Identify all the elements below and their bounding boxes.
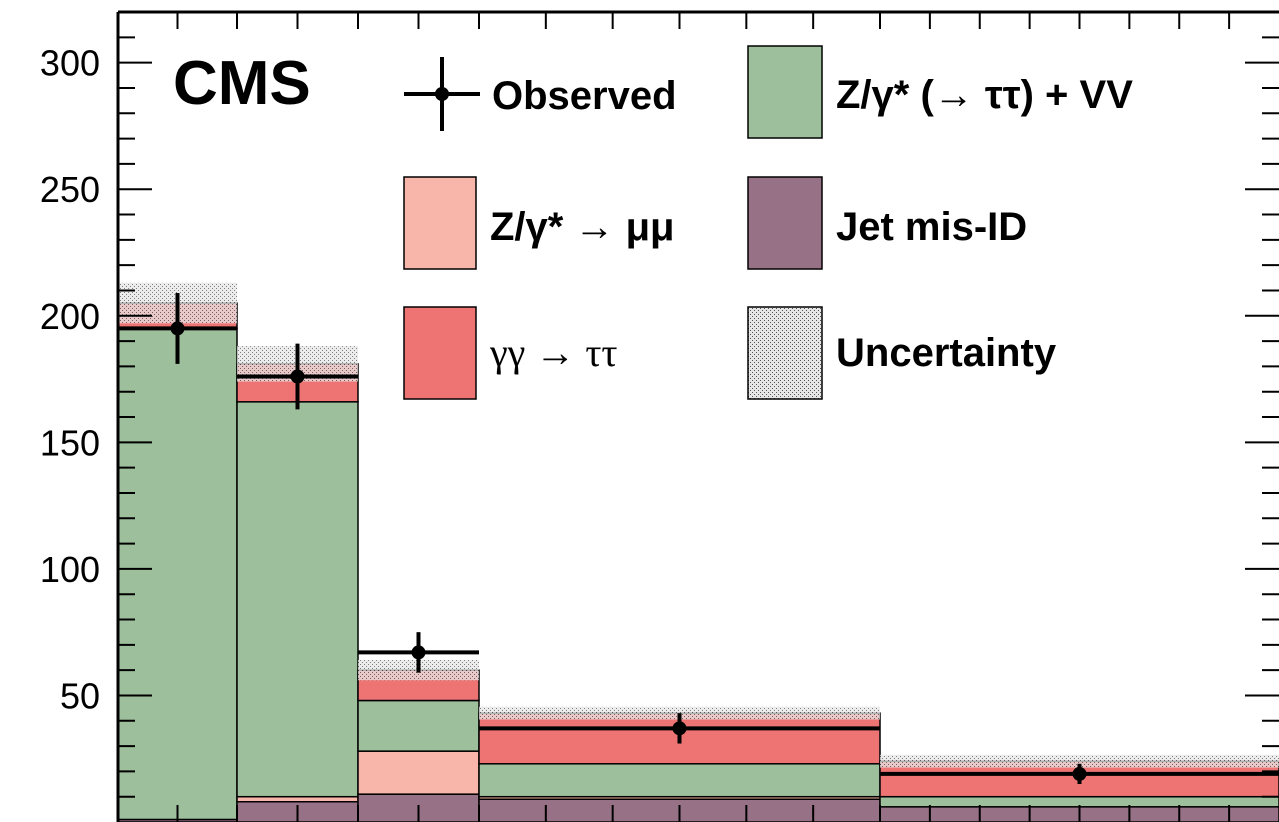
legend-swatch-jet bbox=[747, 176, 823, 270]
legend-swatch-gg bbox=[403, 306, 477, 400]
legend-entry-observed: Observed bbox=[404, 57, 677, 131]
y-tick-label: 150 bbox=[40, 422, 100, 463]
bar-mumu-bin-3 bbox=[357, 750, 480, 795]
y-tick-label: 100 bbox=[40, 549, 100, 590]
bar-dytautau-bin-2 bbox=[236, 401, 359, 798]
bar-dytautau-bin-4 bbox=[478, 763, 881, 798]
uncertainty-bin-5 bbox=[880, 754, 1279, 768]
legend-label-gg: γγ → ττ bbox=[489, 330, 618, 375]
observed-point-bin-1 bbox=[170, 321, 185, 336]
observed-point-bin-2 bbox=[290, 369, 305, 384]
legend-label-observed: Observed bbox=[492, 74, 677, 118]
legend-swatch-mumu bbox=[403, 176, 477, 270]
legend-label-jet: Jet mis-ID bbox=[836, 205, 1027, 249]
y-axis-ticks bbox=[118, 12, 1279, 822]
legend-observed-marker bbox=[435, 87, 449, 101]
y-tick-label: 250 bbox=[40, 169, 100, 210]
legend-swatch-uncertainty bbox=[747, 306, 823, 400]
bar-mumu-bin-2 bbox=[236, 795, 359, 803]
y-tick-label: 200 bbox=[40, 296, 100, 337]
legend-label-dytautau: Z/γ* (→ ττ) + VV bbox=[836, 73, 1133, 117]
legend-label-uncertainty: Uncertainty bbox=[836, 331, 1057, 375]
legend-entry-uncertainty: Uncertainty bbox=[747, 306, 1057, 400]
legend-entry-gg: γγ → ττ bbox=[403, 306, 618, 400]
y-tick-label: 50 bbox=[60, 675, 100, 716]
observed-point-bin-4 bbox=[672, 721, 687, 736]
bar-dytautau-bin-3 bbox=[357, 699, 480, 752]
legend-swatch-dytautau bbox=[747, 45, 823, 139]
legend-entry-dytautau: Z/γ* (→ ττ) + VV bbox=[747, 45, 1133, 139]
observed-point-bin-3 bbox=[411, 645, 426, 660]
legend-entry-jet: Jet mis-ID bbox=[747, 176, 1027, 270]
legend: Observed Z/γ* (→ ττ) + VV Z/γ* → μμ Jet … bbox=[403, 45, 1133, 400]
observed-data bbox=[118, 292, 1279, 785]
legend-entry-mumu: Z/γ* → μμ bbox=[403, 176, 675, 270]
bar-dytautau-bin-1 bbox=[118, 327, 238, 821]
observed-point-bin-5 bbox=[1072, 766, 1087, 781]
y-tick-label: 300 bbox=[40, 43, 100, 84]
legend-label-mumu: Z/γ* → μμ bbox=[490, 205, 675, 249]
chart-title: CMS bbox=[173, 49, 311, 118]
y-axis-tick-labels: 50 100 150 200 250 300 bbox=[40, 43, 100, 717]
